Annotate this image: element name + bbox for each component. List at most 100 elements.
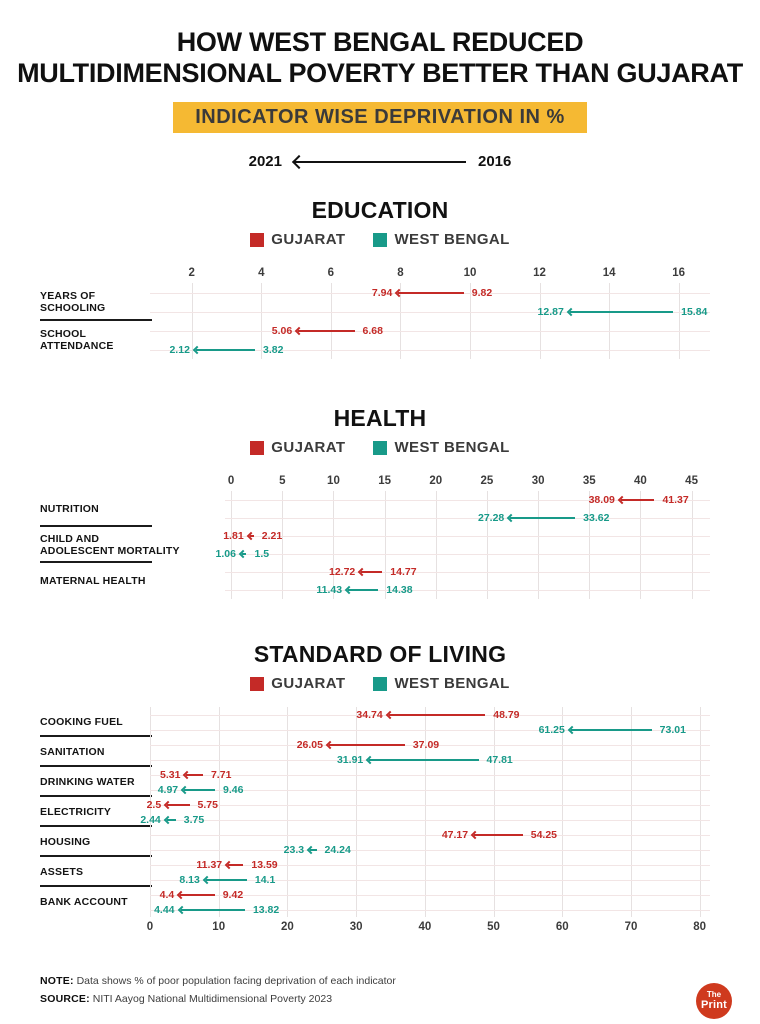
value-2021: 7.94 [371, 286, 393, 299]
arrowhead-icon [507, 513, 516, 523]
horizontal-gridline [225, 518, 710, 519]
category-labels: COOKING FUEL SANITATION DRINKING WATER ELEC… [40, 707, 152, 917]
value-2021: 38.09 [588, 494, 615, 506]
axis-tick: 20 [429, 475, 443, 487]
value-2016: 5.75 [197, 798, 218, 811]
legend-standard-of-living: GUJARAT WEST BENGAL [0, 675, 760, 692]
value-2016: 1.5 [254, 548, 270, 560]
horizontal-gridline [150, 774, 710, 776]
trend-arrow-gujarat [176, 890, 215, 899]
series-line-gujarat: 47.17 54.25 [150, 827, 710, 842]
value-2021: 2.44 [140, 813, 161, 826]
horizontal-gridline [150, 330, 710, 332]
indicator-row: 5.31 7.71 4.97 9.46 [150, 767, 710, 797]
axis-tick: 45 [685, 475, 698, 487]
vertical-gridline [424, 707, 426, 917]
indicator-row: 26.05 37.09 31.91 47.81 [150, 737, 710, 767]
trend-arrow-gujarat [470, 830, 523, 839]
year-direction: 2021 2016 [0, 153, 760, 170]
trend-arrow-gujarat [294, 326, 355, 335]
series-line-wb: 61.25 73.01 [150, 722, 710, 737]
vertical-gridline [400, 283, 402, 359]
value-2016: 13.82 [252, 903, 280, 916]
trend-arrow-wb [163, 815, 176, 824]
legend-label-west-bengal: WEST BENGAL [394, 439, 510, 456]
arrowhead-icon [358, 567, 367, 577]
category-label: SCHOOL ATTENDANCE [40, 328, 114, 352]
trend-arrow-wb [566, 307, 674, 316]
trend-arrow-wb [177, 905, 245, 914]
series-line-wb: 2.12 3.82 [150, 340, 710, 359]
value-2021: 2.5 [146, 798, 162, 811]
trend-arrow-wb [366, 755, 479, 764]
axis-tick: 40 [634, 475, 647, 487]
series-line-gujarat: 1.81 2.21 [223, 527, 710, 545]
gujarat-swatch-icon [250, 232, 265, 247]
horizontal-gridline [150, 909, 710, 911]
trend-arrow-wb [507, 513, 576, 523]
section-title-standard-of-living: STANDARD OF LIVING [253, 641, 507, 667]
category-label: COOKING FUEL [40, 707, 152, 737]
legend-label-gujarat: GUJARAT [271, 231, 346, 248]
category-labels: NUTRITION CHILD AND ADOLESCENT MORTALITY M… [40, 491, 225, 599]
arrowhead-icon [470, 830, 480, 839]
arrowhead-icon [395, 288, 404, 297]
logo-line1: The [706, 990, 722, 999]
trend-arrow-wb [306, 845, 317, 854]
series-line-gujarat: 7.94 9.82 [150, 283, 710, 302]
axis-tick: 5 [279, 475, 286, 487]
value-2016: 15.84 [681, 305, 708, 318]
value-2016: 9.46 [223, 783, 244, 796]
vertical-gridline [287, 707, 289, 917]
section-health: HEALTH GUJARAT WEST BENGAL 0 5 10 15 20 25 30 3… [0, 405, 760, 599]
note-text: Data shows % of poor population facing d… [76, 975, 396, 987]
legend-label-west-bengal: WEST BENGAL [394, 231, 510, 248]
arrowhead-icon [176, 890, 186, 899]
value-2021: 11.37 [196, 858, 223, 871]
legend-label-gujarat: GUJARAT [271, 675, 346, 692]
series-line-gujarat: 26.05 37.09 [150, 737, 710, 752]
value-2016: 14.1 [254, 873, 276, 886]
value-2021: 4.4 [159, 888, 175, 901]
horizontal-gridline [225, 554, 710, 555]
footer: NOTE: Data shows % of poor population fa… [40, 972, 396, 1008]
legend-label-west-bengal: WEST BENGAL [394, 675, 510, 692]
value-2021: 12.72 [329, 566, 356, 578]
trend-arrow-gujarat [325, 740, 405, 749]
series-line-gujarat: 38.09 41.37 [225, 491, 710, 509]
value-2016: 6.68 [362, 324, 383, 337]
vertical-gridline [150, 707, 151, 917]
series-line-wb: 27.28 33.62 [225, 509, 710, 527]
page-title-line2: MULTIDIMENSIONAL POVERTY BETTER THAN GUJ… [17, 58, 743, 88]
value-2016: 9.42 [222, 888, 244, 901]
arrowhead-icon [566, 307, 576, 316]
horizontal-gridline [150, 311, 710, 313]
axis-tick: 8 [397, 267, 404, 279]
value-2016: 54.25 [530, 828, 558, 841]
gujarat-swatch-icon [250, 440, 265, 455]
vertical-gridline [435, 491, 437, 599]
series-line-wb: 8.13 14.1 [150, 872, 710, 887]
series-line-wb: 4.44 13.82 [150, 902, 710, 917]
indicator-row: 4.4 9.42 4.44 13.82 [150, 887, 710, 917]
axis-tick: 25 [480, 475, 494, 487]
legend-item-gujarat: GUJARAT [250, 675, 345, 692]
arrowhead-icon [366, 755, 375, 764]
trend-arrow-gujarat [183, 770, 203, 779]
vertical-gridline [609, 283, 611, 359]
note-label: NOTE: [40, 975, 74, 987]
value-2021: 4.97 [157, 783, 179, 796]
series-line-wb: 4.97 9.46 [150, 782, 710, 797]
vertical-gridline [333, 491, 335, 599]
value-2016: 2.21 [261, 530, 283, 542]
legend-item-gujarat: GUJARAT [250, 439, 345, 456]
legend-item-west-bengal: WEST BENGAL [373, 231, 509, 248]
indicator-row: 5.06 6.68 2.12 3.82 [150, 321, 710, 359]
trend-arrow-gujarat [246, 531, 255, 541]
source-label: SOURCE: [40, 993, 90, 1005]
axis-tick: 10 [463, 267, 477, 279]
value-2021: 1.06 [215, 548, 236, 560]
axis-tick: 30 [349, 921, 363, 933]
source-text: NITI Aayog National Multidimensional Pov… [92, 993, 333, 1005]
value-2021: 47.17 [441, 828, 469, 841]
